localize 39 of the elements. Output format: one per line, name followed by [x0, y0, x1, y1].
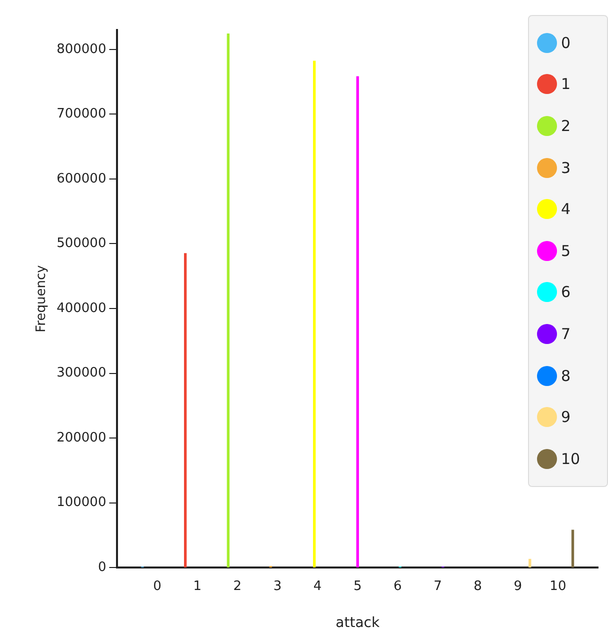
- bar: [184, 253, 187, 568]
- legend-label: 7: [561, 324, 571, 343]
- x-tick-label: 4: [313, 578, 322, 594]
- bar: [226, 34, 230, 568]
- x-tick-label: 1: [193, 578, 202, 594]
- x-tick-label: 2: [233, 578, 242, 594]
- legend-label: 10: [561, 450, 580, 468]
- x-tick-label: 3: [273, 578, 282, 594]
- legend-label: 1: [561, 75, 571, 94]
- bar: [571, 530, 574, 568]
- bar: [313, 60, 316, 568]
- legend-label: 0: [561, 34, 571, 52]
- x-tick-label: 5: [353, 578, 362, 594]
- x-tick-label: 8: [474, 578, 482, 594]
- y-tick-label: 400000: [56, 300, 106, 316]
- legend-label: 8: [561, 366, 571, 385]
- y-tick-label: 600000: [56, 171, 106, 186]
- y-tick-label: 700000: [56, 106, 106, 122]
- x-tick-label: 10: [550, 578, 566, 594]
- y-tick-label: 100000: [56, 495, 106, 510]
- legend-label: 2: [561, 116, 571, 135]
- legend-label: 5: [561, 242, 571, 260]
- bar: [356, 76, 359, 568]
- x-axis-title: attack: [336, 615, 380, 632]
- legend-label: 9: [561, 408, 571, 426]
- y-tick-label: 0: [98, 560, 106, 575]
- bar: [528, 558, 532, 568]
- legend-label: 6: [561, 283, 571, 302]
- y-tick-label: 500000: [56, 236, 106, 252]
- x-tick-label: 7: [434, 578, 442, 594]
- y-tick-label: 300000: [56, 366, 106, 381]
- y-tick-label: 800000: [56, 42, 106, 57]
- x-tick-label: 0: [153, 578, 162, 594]
- x-tick-label: 6: [394, 578, 402, 594]
- legend-label: 3: [561, 158, 571, 177]
- x-tick-label: 9: [514, 578, 522, 594]
- legend-label: 4: [561, 200, 571, 218]
- y-tick-label: 200000: [56, 430, 106, 446]
- y-axis-title: Frequency: [34, 264, 50, 332]
